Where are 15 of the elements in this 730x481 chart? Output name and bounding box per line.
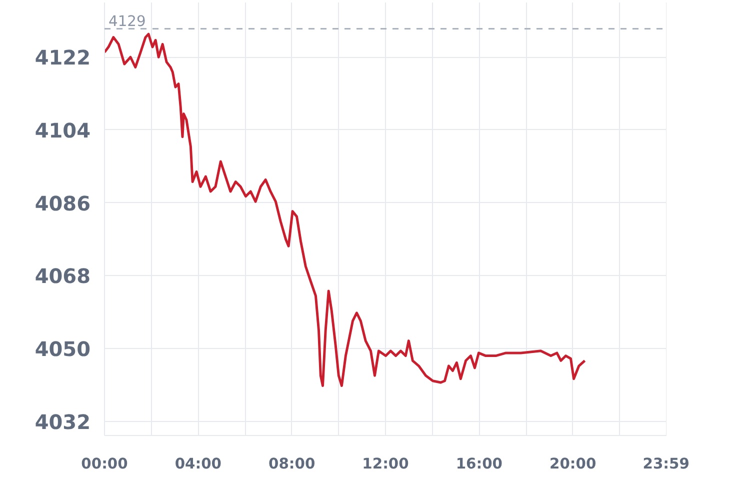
line-series: [104, 32, 586, 387]
y-tick-label: 4086: [34, 191, 91, 216]
x-tick-label: 00:00: [81, 456, 128, 472]
x-tick-label: 23:59: [642, 456, 690, 472]
ref-line-label: 4129: [108, 12, 146, 30]
y-tick-label: 4068: [34, 264, 91, 288]
y-tick-label: 4032: [34, 410, 91, 434]
x-tick-label: 04:00: [174, 456, 222, 472]
x-tick-label: 08:00: [268, 456, 316, 472]
x-tick-label: 12:00: [362, 456, 409, 472]
x-tick-label: 16:00: [456, 456, 502, 472]
y-tick-label: 4050: [34, 336, 91, 361]
y-tick-label: 4104: [34, 118, 91, 142]
y-tick-label: 4122: [34, 46, 91, 70]
x-tick-label: 20:00: [550, 456, 596, 472]
